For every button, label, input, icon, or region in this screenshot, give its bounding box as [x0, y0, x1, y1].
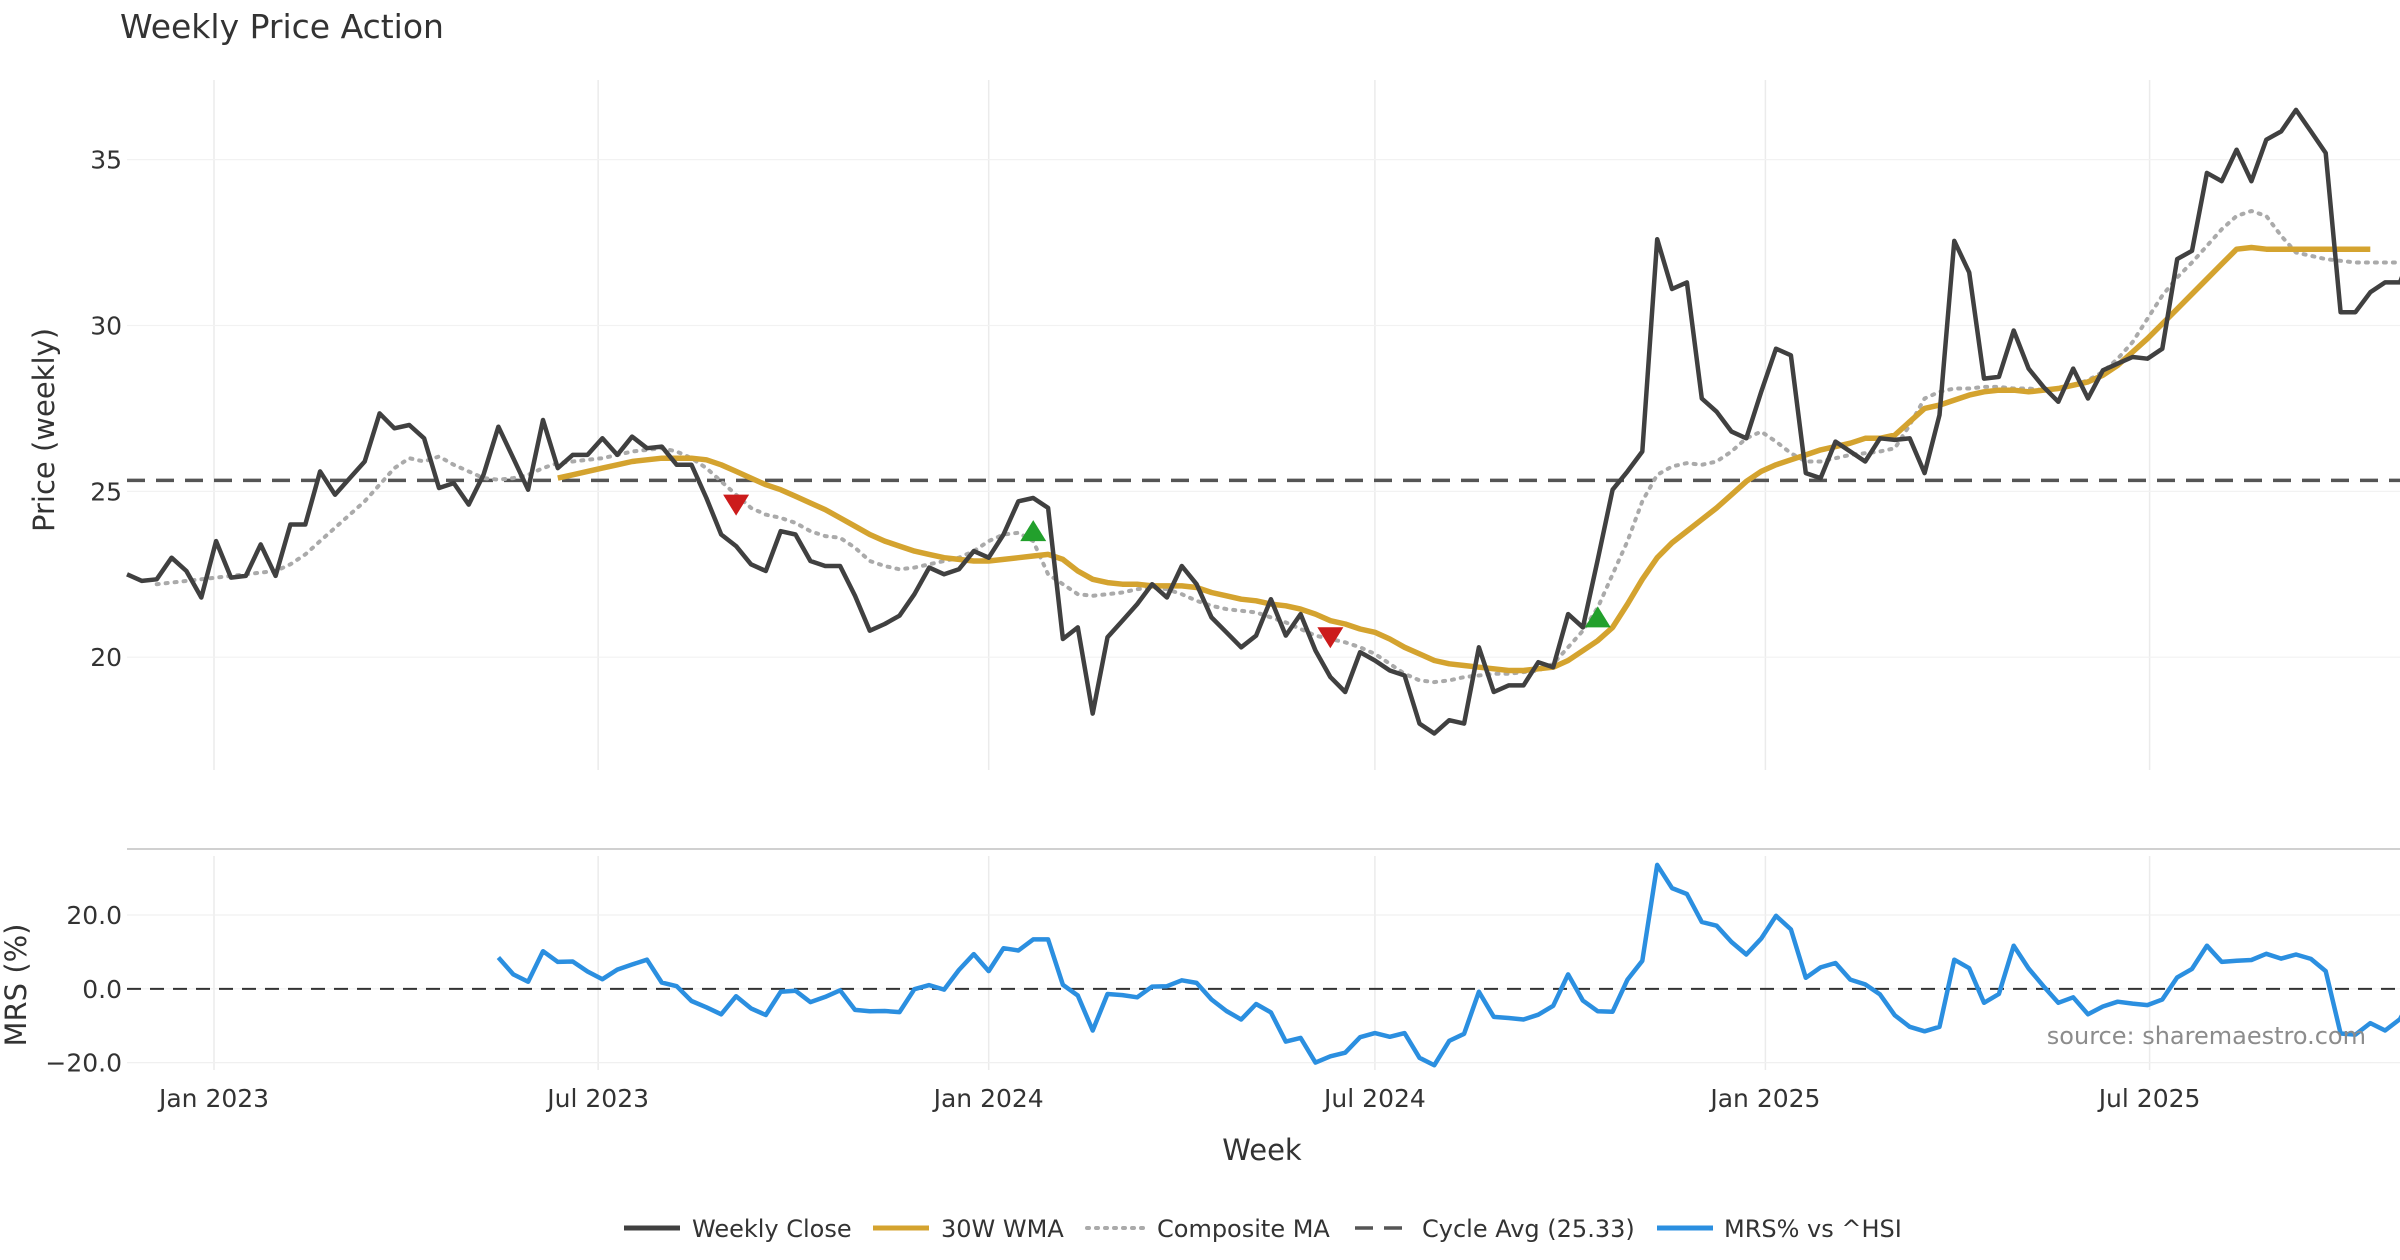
- price-y-axis-label: Price (weekly): [27, 328, 61, 532]
- price-y-tick-label: 30: [90, 311, 122, 340]
- price-y-tick-label: 25: [90, 477, 122, 506]
- 30w-wma-line: [557, 244, 2371, 674]
- mrs-y-tick-label: −20.0: [45, 1049, 122, 1078]
- sell-signal-marker-0: [723, 494, 750, 516]
- x-axis-ticks: Jan 2023 Jul 2023 Jan 2024 Jul 2024 Jan 2025…: [157, 1084, 2200, 1113]
- x-tick-label-jan-2025: Jan 2025: [1708, 1084, 1820, 1113]
- x-tick-label-jan-2023: Jan 2023: [157, 1084, 269, 1113]
- legend-item-30w-wma[interactable]: 30W WMA: [873, 1215, 1064, 1243]
- legend-item-composite-ma[interactable]: Composite MA: [1085, 1215, 1330, 1243]
- sell-signal-marker-2: [1317, 627, 1344, 649]
- legend-item-cycle-avg[interactable]: Cycle Avg (25.33): [1355, 1215, 1635, 1243]
- price-gridlines: [127, 80, 2400, 770]
- source-annotation: source: sharemaestro.com: [2047, 1022, 2366, 1050]
- legend-label-mrs: MRS% vs ^HSI: [1724, 1215, 1902, 1243]
- legend-label-weekly-close: Weekly Close: [692, 1215, 852, 1243]
- buy-signal-marker-3: [1584, 606, 1611, 628]
- x-tick-label-jan-2024: Jan 2024: [932, 1084, 1044, 1113]
- price-y-tick-label: 20: [90, 643, 122, 672]
- price-y-tick-label: 35: [90, 146, 122, 175]
- signal-markers: [723, 494, 1611, 649]
- legend-label-composite-ma: Composite MA: [1157, 1215, 1330, 1243]
- x-tick-label-jul-2023: Jul 2023: [545, 1084, 649, 1113]
- x-axis-label: Week: [1222, 1133, 1302, 1167]
- legend-label-30w-wma: 30W WMA: [941, 1215, 1064, 1243]
- x-tick-label-jul-2025: Jul 2025: [2097, 1084, 2201, 1113]
- x-tick-label-jul-2024: Jul 2024: [1322, 1084, 1426, 1113]
- legend-item-mrs[interactable]: MRS% vs ^HSI: [1657, 1215, 1902, 1243]
- mrs-y-axis-label: MRS (%): [0, 924, 33, 1047]
- mrs-y-ticks: −20.0 0.0 20.0: [45, 901, 122, 1078]
- price-panel: 20 25 30 35 Price (weekly): [27, 80, 2400, 770]
- mrs-vs-hsi-line: [496, 862, 2400, 1068]
- price-series: [126, 107, 2400, 736]
- legend: Weekly Close 30W WMA Composite MA Cycle …: [624, 1215, 1902, 1243]
- legend-item-weekly-close[interactable]: Weekly Close: [624, 1215, 852, 1243]
- chart-title: Weekly Price Action: [120, 7, 444, 46]
- price-y-ticks: 20 25 30 35: [90, 146, 122, 673]
- mrs-series: [127, 862, 2400, 1068]
- legend-label-cycle-avg: Cycle Avg (25.33): [1422, 1215, 1635, 1243]
- buy-signal-marker-1: [1020, 520, 1047, 542]
- mrs-y-tick-label: 0.0: [82, 975, 122, 1004]
- mrs-y-tick-label: 20.0: [66, 901, 122, 930]
- mrs-panel: −20.0 0.0 20.0 MRS (%) source: sharemaestr…: [0, 856, 2400, 1078]
- weekly-close-line: [126, 107, 2400, 736]
